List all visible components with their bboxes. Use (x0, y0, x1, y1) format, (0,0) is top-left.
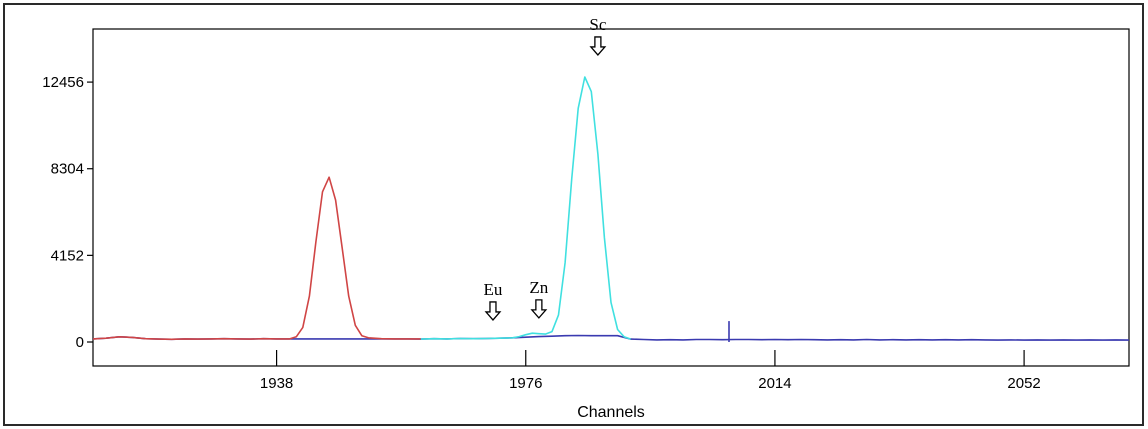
y-tick-label: 8304 (51, 161, 84, 178)
peak-label: Zn (529, 278, 548, 297)
y-tick-label: 0 (76, 334, 84, 351)
y-axis: 0 4152 8304 12456 (42, 74, 93, 351)
down-arrow-icon (530, 299, 548, 319)
y-tick-label: 12456 (42, 74, 84, 91)
spectrum-chart: 0 4152 8304 12456 1938 1976 2014 2052 Eu Zn Sc C… (42, 15, 1130, 421)
annotation-layer: Eu Zn Sc (484, 15, 607, 321)
down-arrow-icon (589, 36, 607, 56)
series-line-2 (420, 76, 631, 340)
x-axis-label: Channels (577, 404, 645, 421)
x-axis: 1938 1976 2014 2052 (260, 350, 1041, 392)
y-tick-label: 4152 (51, 247, 84, 264)
down-arrow-icon (484, 301, 502, 321)
chart-frame: 0 4152 8304 12456 1938 1976 2014 2052 Eu Zn Sc C… (3, 3, 1144, 426)
series-layer (92, 76, 1130, 342)
peak-label: Eu (484, 280, 503, 299)
x-tick-label: 1938 (260, 375, 293, 392)
peak-label: Sc (589, 15, 606, 34)
plot-area (92, 28, 1130, 367)
x-tick-label: 2014 (758, 375, 791, 392)
series-line-1 (92, 176, 421, 341)
x-tick-label: 1976 (509, 375, 542, 392)
x-tick-label: 2052 (1007, 375, 1040, 392)
